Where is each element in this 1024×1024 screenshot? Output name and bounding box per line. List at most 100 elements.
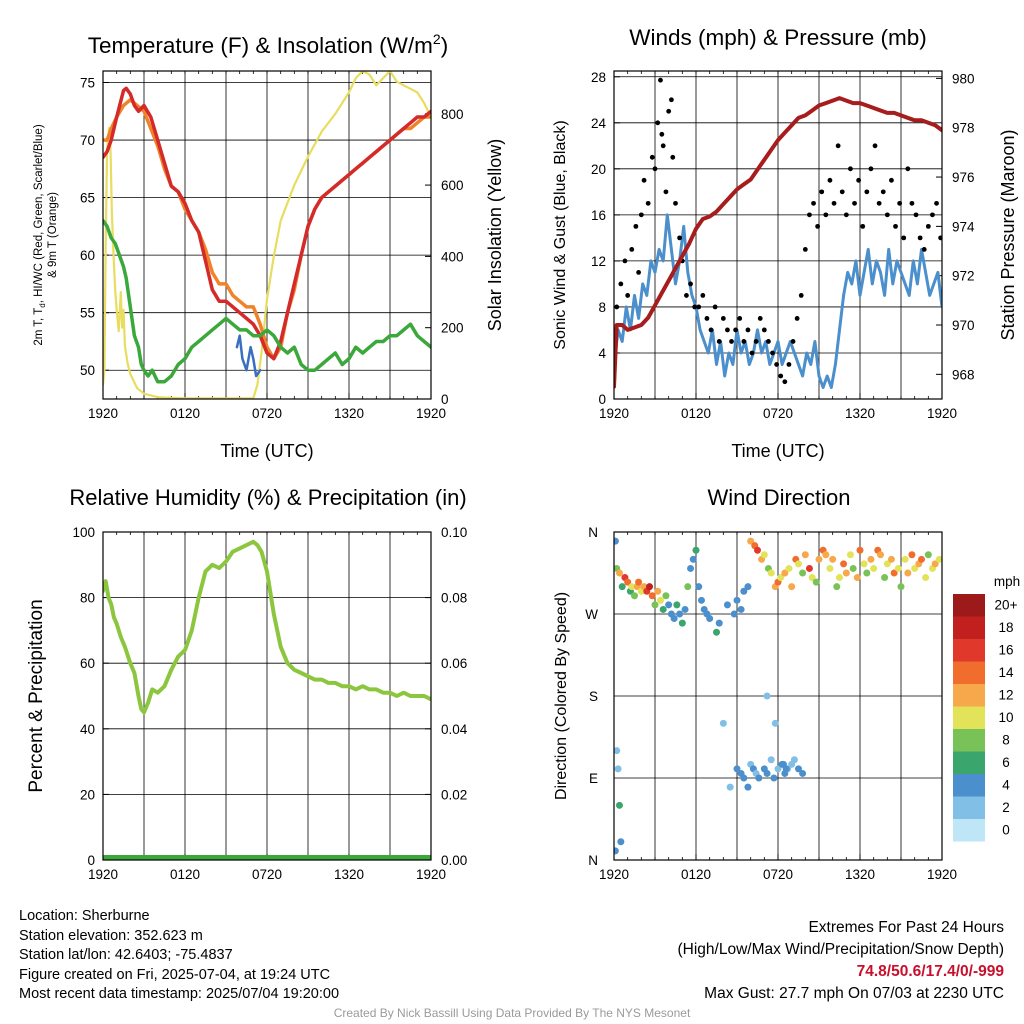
- direction-point: [744, 583, 752, 591]
- direction-point: [767, 569, 775, 577]
- gust-point: [669, 97, 674, 103]
- gust-point: [633, 223, 639, 229]
- gust-point: [778, 373, 784, 379]
- figure-created: Figure created on Fri, 2025-07-04, at 19…: [19, 966, 331, 983]
- x-tick-label: 1320: [334, 867, 364, 882]
- direction-point: [676, 610, 684, 618]
- gust-point: [913, 212, 919, 218]
- series-line: [103, 539, 431, 715]
- y-tick-label: 24: [591, 116, 607, 131]
- colorbar-label: 0: [1002, 823, 1010, 838]
- station-latlon: Station lat/lon: 42.6403; -75.4837: [19, 947, 233, 963]
- direction-point: [684, 583, 692, 591]
- direction-point: [689, 555, 697, 563]
- gust-point: [725, 327, 730, 333]
- gust-point: [798, 293, 804, 298]
- gust-point: [868, 166, 874, 172]
- gust-point: [782, 379, 788, 385]
- gust-point: [645, 200, 651, 206]
- temp-series: [103, 71, 431, 399]
- gust-point: [843, 212, 849, 218]
- direction-point: [681, 605, 689, 613]
- y-axis-label: 2m T, Td, HI/WC (Red, Green, Scarlet/Blu…: [33, 124, 59, 345]
- direction-point: [881, 574, 889, 582]
- direction-point: [808, 574, 816, 582]
- gust-point: [839, 189, 845, 195]
- y-tick-label: 20: [591, 162, 606, 177]
- direction-point: [740, 587, 748, 595]
- gust-point: [917, 235, 923, 241]
- gust-point: [641, 177, 647, 183]
- gust-point: [770, 350, 775, 356]
- direction-point: [887, 555, 895, 563]
- direction-point: [747, 537, 755, 545]
- direction-point: [763, 692, 771, 700]
- direction-point: [849, 564, 857, 572]
- gust-point: [848, 166, 853, 172]
- direction-point: [614, 847, 619, 855]
- colorbar-label: 4: [1002, 778, 1010, 793]
- direction-point: [706, 615, 714, 623]
- direction-point: [911, 564, 919, 572]
- y2-tick-label: 0.06: [441, 656, 467, 671]
- direction-point: [654, 587, 662, 595]
- series-line: [103, 86, 431, 361]
- colorbar-label: 8: [1002, 733, 1010, 748]
- gust-point: [815, 223, 821, 229]
- station-location: Location: Sherburne: [19, 908, 150, 924]
- direction-point: [614, 537, 619, 545]
- gust-point: [716, 339, 722, 344]
- direction-point: [829, 555, 837, 563]
- x-tick-label: 0720: [763, 867, 793, 882]
- direction-point: [614, 765, 622, 773]
- direction-point: [723, 601, 731, 609]
- y-tick-label: 0: [598, 392, 606, 407]
- colorbar-swatch: [953, 594, 985, 617]
- x-tick-label: 0120: [681, 867, 711, 882]
- direction-point: [777, 574, 785, 582]
- y2-tick-label: 970: [952, 318, 975, 333]
- x-tick-label: 1320: [334, 406, 364, 421]
- y2-tick-label: 974: [952, 219, 975, 234]
- gust-point: [852, 200, 857, 206]
- y-tick-label: 55: [80, 306, 95, 321]
- direction-point: [760, 551, 768, 559]
- direction-point: [822, 551, 830, 559]
- station-info: Location: Sherburne Station elevation: 3…: [19, 907, 339, 1005]
- direction-point: [863, 569, 871, 577]
- x-tick-label: 1920: [416, 867, 446, 882]
- y2-tick-label: 800: [441, 107, 464, 122]
- x-tick-label: 1920: [927, 867, 957, 882]
- y-tick-label: 8: [598, 300, 606, 315]
- direction-point: [853, 574, 861, 582]
- plot-frame: [102, 70, 432, 400]
- direction-point: [755, 774, 763, 782]
- gust-point: [934, 200, 939, 206]
- gust-point: [622, 258, 628, 264]
- gust-point: [720, 316, 726, 321]
- y-tick-label: N: [588, 853, 598, 868]
- gust-point: [938, 235, 942, 241]
- direction-point: [856, 546, 864, 554]
- plot-frame: [102, 531, 432, 861]
- series-line: [103, 218, 431, 384]
- x-tick-label: 1920: [599, 406, 629, 421]
- series-line: [235, 334, 262, 378]
- direction-point: [908, 551, 916, 559]
- y-tick-label: S: [589, 689, 598, 704]
- direction-point: [697, 596, 705, 604]
- direction-point: [744, 783, 752, 791]
- gust-point: [753, 339, 759, 344]
- series-line: [103, 71, 431, 399]
- gust-point: [655, 120, 661, 126]
- y-tick-label: 0: [87, 853, 95, 868]
- y2-axis-label: Solar Insolation (Yellow): [485, 139, 505, 331]
- direction-point: [918, 555, 925, 563]
- y2-tick-label: 976: [952, 170, 975, 185]
- gust-point: [831, 200, 837, 206]
- gust-point: [737, 316, 743, 321]
- gust-point: [666, 108, 672, 114]
- direction-point: [659, 605, 667, 613]
- gust-point: [876, 200, 882, 206]
- direction-point: [922, 574, 930, 582]
